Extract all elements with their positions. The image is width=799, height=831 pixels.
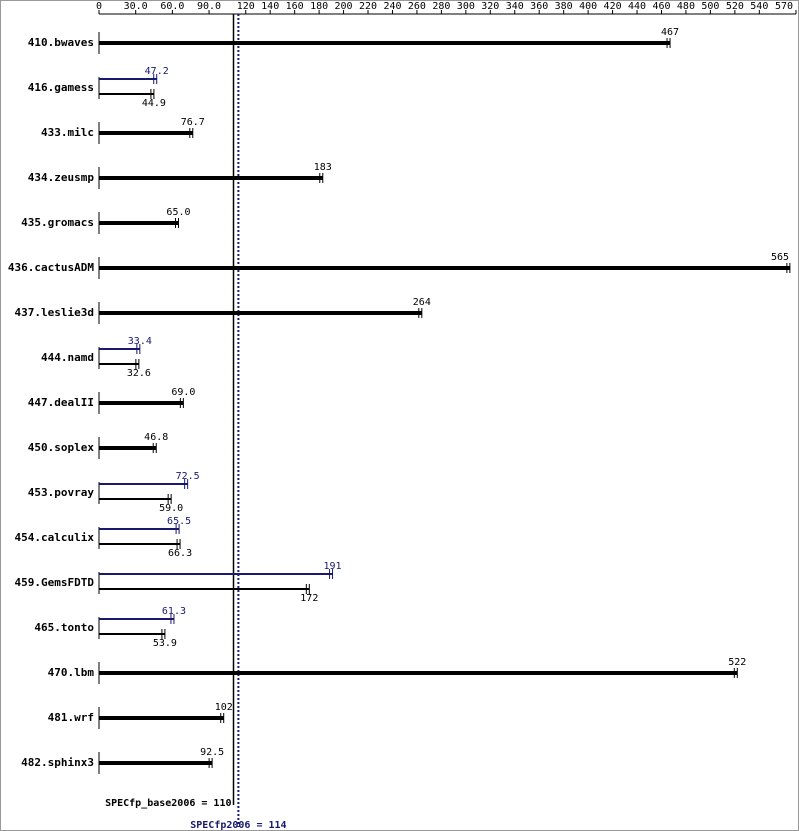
x-tick-label: 440: [628, 1, 646, 12]
category-label: 436.cactusADM: [8, 261, 94, 274]
value-label: 69.0: [171, 387, 195, 398]
category-label: 447.dealII: [28, 396, 94, 409]
value-label: 33.4: [128, 336, 152, 347]
value-label: 76.7: [181, 117, 205, 128]
x-tick-label: 340: [506, 1, 524, 12]
x-tick-label: 480: [677, 1, 695, 12]
x-tick-label: 240: [383, 1, 401, 12]
category-label: 481.wrf: [48, 711, 94, 724]
x-tick-label: 570: [775, 1, 793, 12]
value-label: 65.5: [167, 516, 191, 527]
x-tick-label: 300: [457, 1, 475, 12]
category-label: 435.gromacs: [21, 216, 94, 229]
category-label: 450.soplex: [28, 441, 95, 454]
x-tick-label: 320: [481, 1, 499, 12]
category-label: 453.povray: [28, 486, 95, 499]
x-tick-label: 460: [652, 1, 670, 12]
x-tick-label: 200: [335, 1, 353, 12]
value-label: 565: [771, 252, 789, 263]
category-label: 434.zeusmp: [28, 171, 95, 184]
value-label: 191: [324, 561, 342, 572]
x-tick-label: 520: [726, 1, 744, 12]
value-label: 102: [215, 702, 233, 713]
x-tick-label: 180: [310, 1, 328, 12]
x-tick-label: 0: [96, 1, 102, 12]
x-tick-label: 380: [555, 1, 573, 12]
x-tick-label: 140: [261, 1, 279, 12]
x-tick-label: 540: [750, 1, 768, 12]
value-label: 467: [661, 27, 679, 38]
value-label: 72.5: [176, 471, 200, 482]
category-label: 416.gamess: [28, 81, 94, 94]
x-tick-label: 220: [359, 1, 377, 12]
value-label: 172: [300, 593, 318, 604]
value-label: 61.3: [162, 606, 186, 617]
x-tick-label: 260: [408, 1, 426, 12]
category-label: 459.GemsFDTD: [15, 576, 95, 589]
category-label: 470.lbm: [48, 666, 95, 679]
category-label: 437.leslie3d: [15, 306, 94, 319]
category-label: 410.bwaves: [28, 36, 94, 49]
category-label: 465.tonto: [34, 621, 94, 634]
x-tick-label: 280: [432, 1, 450, 12]
x-tick-label: 30.0: [124, 1, 148, 12]
x-tick-label: 120: [237, 1, 255, 12]
value-label: 65.0: [166, 207, 190, 218]
value-label: 522: [728, 657, 746, 668]
x-tick-label: 60.0: [160, 1, 184, 12]
x-tick-label: 360: [530, 1, 548, 12]
category-label: 454.calculix: [15, 531, 95, 544]
x-tick-label: 420: [604, 1, 622, 12]
category-label: 482.sphinx3: [21, 756, 94, 769]
category-label: 433.milc: [41, 126, 94, 139]
value-label: 47.2: [145, 66, 169, 77]
reference-label: SPECfp2006 = 114: [190, 820, 286, 831]
value-label: 46.8: [144, 432, 168, 443]
value-label: 53.9: [153, 638, 177, 649]
value-label: 264: [413, 297, 431, 308]
x-tick-label: 400: [579, 1, 597, 12]
value-label: 44.9: [142, 98, 166, 109]
x-tick-label: 160: [286, 1, 304, 12]
value-label: 66.3: [168, 548, 192, 559]
value-label: 59.0: [159, 503, 183, 514]
value-label: 92.5: [200, 747, 224, 758]
reference-label: SPECfp_base2006 = 110: [105, 798, 231, 809]
category-label: 444.namd: [41, 351, 94, 364]
value-label: 183: [314, 162, 332, 173]
x-tick-label: 500: [701, 1, 719, 12]
value-label: 32.6: [127, 368, 151, 379]
x-tick-label: 90.0: [197, 1, 221, 12]
